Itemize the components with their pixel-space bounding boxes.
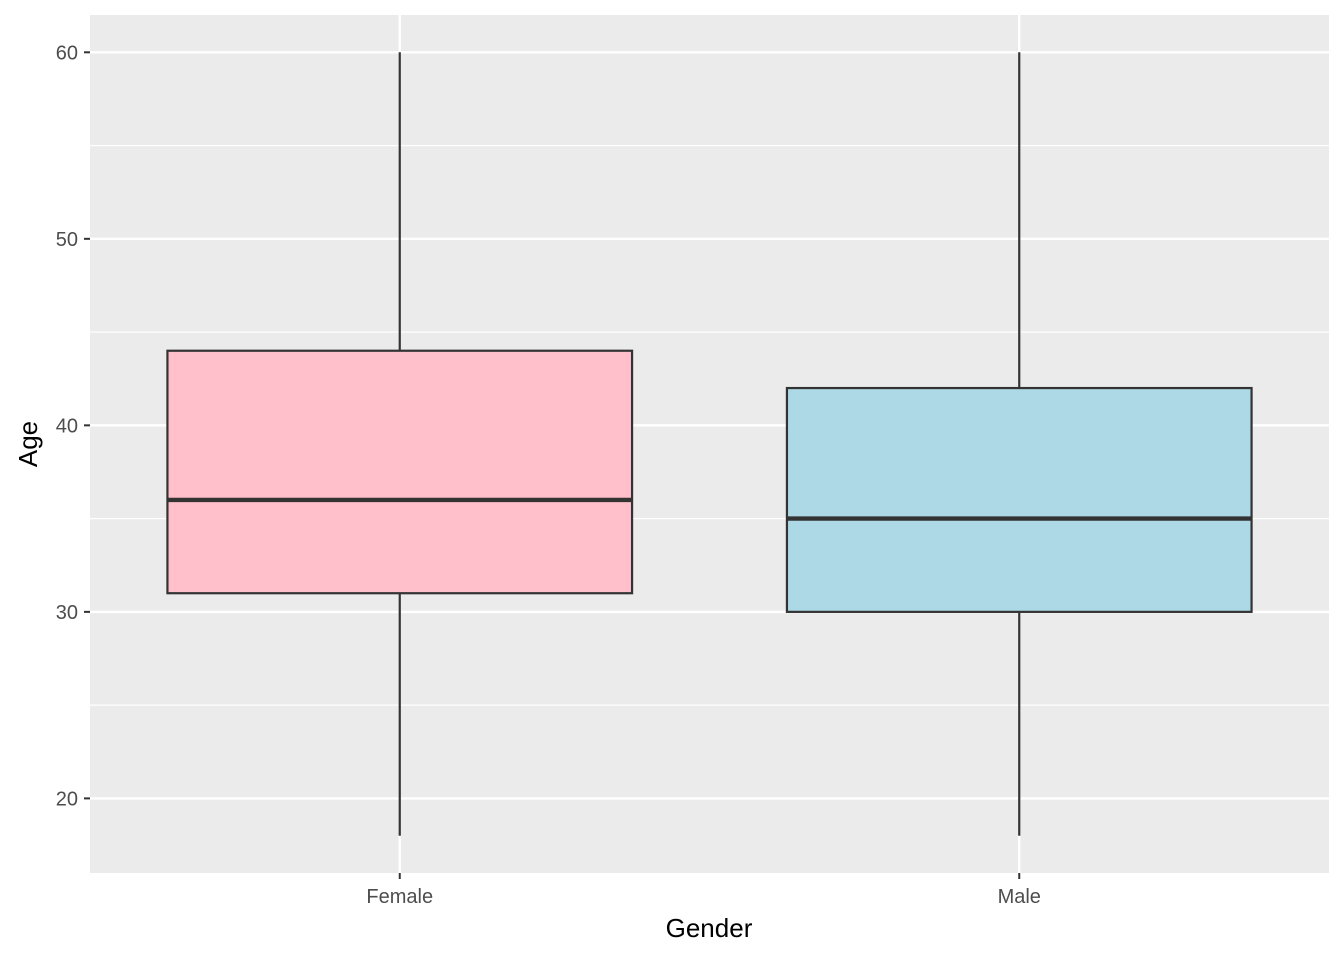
y-axis: 20 30 40 50 60 — [56, 42, 90, 810]
y-tick-label: 20 — [56, 788, 78, 810]
iqr-box — [785, 386, 1253, 613]
y-tick-label: 50 — [56, 229, 78, 251]
y-tick-label: 40 — [56, 415, 78, 437]
x-tick-label: Male — [998, 886, 1041, 908]
y-tick-label: 60 — [56, 42, 78, 64]
iqr-box — [166, 349, 634, 595]
y-axis-title: Age — [13, 421, 43, 467]
box-female — [166, 52, 634, 836]
box-male — [785, 52, 1253, 836]
x-axis-title: Gender — [666, 913, 753, 943]
x-tick-label: Female — [366, 886, 433, 908]
x-axis: Female Male — [366, 873, 1041, 908]
boxes — [166, 52, 1253, 836]
y-tick-label: 30 — [56, 602, 78, 624]
